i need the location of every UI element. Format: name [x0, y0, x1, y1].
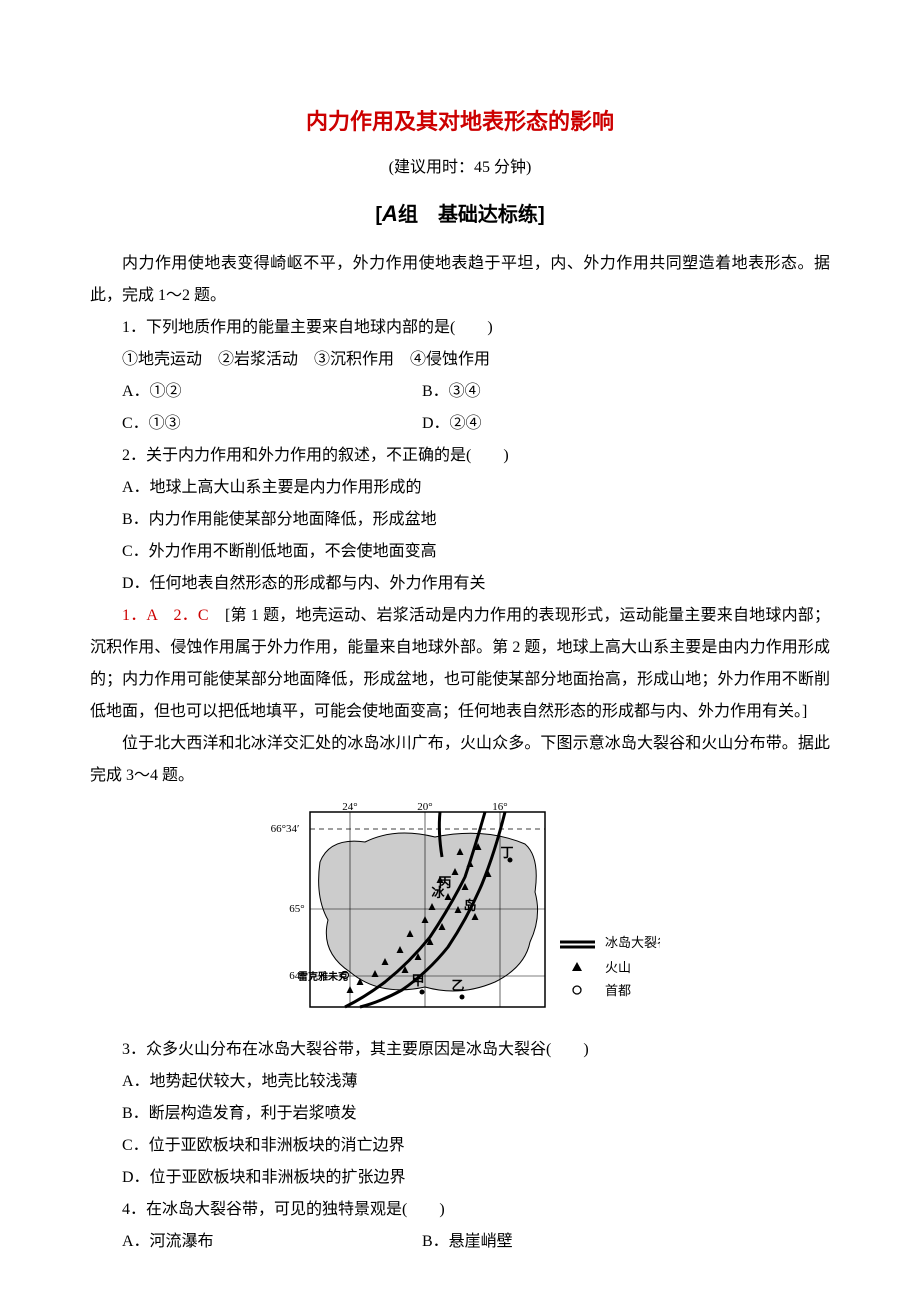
- option-2d: D．任何地表自然形态的形成都与内、外力作用有关: [90, 568, 830, 600]
- option-3a: A．地势起伏较大，地壳比较浅薄: [90, 1066, 830, 1098]
- option-4b: B．悬崖峭壁: [422, 1226, 830, 1258]
- option-2c: C．外力作用不断削低地面，不会使地面变高: [90, 536, 830, 568]
- section-letter: A: [382, 201, 398, 226]
- section-header: [A组 基础达标练]: [90, 192, 830, 236]
- svg-text:16°: 16°: [492, 802, 507, 813]
- svg-text:丁: 丁: [500, 845, 513, 860]
- option-2b: B．内力作用能使某部分地面降低，形成盆地: [90, 504, 830, 536]
- option-3c: C．位于亚欧板块和非洲板块的消亡边界: [90, 1130, 830, 1162]
- option-4a: A．河流瀑布: [122, 1226, 422, 1258]
- option-1c: C．①③: [122, 408, 422, 440]
- question-2-stem: 2．关于内力作用和外力作用的叙述，不正确的是( ): [90, 440, 830, 472]
- option-3b: B．断层构造发育，利于岩浆喷发: [90, 1098, 830, 1130]
- svg-text:乙: 乙: [451, 978, 464, 993]
- question-1-options-row2: C．①③ D．②④: [90, 408, 830, 440]
- svg-text:甲: 甲: [411, 973, 424, 988]
- option-1b: B．③④: [422, 376, 830, 408]
- svg-text:雷克雅未克: 雷克雅未克: [298, 970, 348, 983]
- time-suggestion: (建议用时：45 分钟): [90, 152, 830, 184]
- svg-text:65°: 65°: [289, 903, 304, 915]
- bracket-close: ]: [538, 204, 545, 226]
- iceland-map-figure: 24°20°16°66°34′65°64°冰岛丙丁甲乙雷克雅未克冰岛大裂谷火山首…: [90, 802, 830, 1024]
- intro-paragraph-2: 位于北大西洋和北冰洋交汇处的冰岛冰川广布，火山众多。下图示意冰岛大裂谷和火山分布…: [90, 728, 830, 792]
- question-4-stem: 4．在冰岛大裂谷带，可见的独特景观是( ): [90, 1194, 830, 1226]
- answer-1-2: 1．A 2．C [第 1 题，地壳运动、岩浆活动是内力作用的表现形式，运动能量主…: [90, 600, 830, 728]
- question-1-stem: 1．下列地质作用的能量主要来自地球内部的是( ): [90, 312, 830, 344]
- svg-text:丙: 丙: [438, 875, 451, 890]
- svg-text:20°: 20°: [417, 802, 432, 813]
- option-2a: A．地球上高大山系主要是内力作用形成的: [90, 472, 830, 504]
- question-1-list: ①地壳运动 ②岩浆活动 ③沉积作用 ④侵蚀作用: [90, 344, 830, 376]
- question-1-options-row1: A．①② B．③④: [90, 376, 830, 408]
- svg-text:24°: 24°: [342, 802, 357, 813]
- question-4-options-row1: A．河流瀑布 B．悬崖峭壁: [90, 1226, 830, 1258]
- svg-text:66°34′: 66°34′: [271, 823, 300, 835]
- section-name: 基础达标练: [438, 204, 538, 226]
- option-3d: D．位于亚欧板块和非洲板块的扩张边界: [90, 1162, 830, 1194]
- svg-text:火山: 火山: [605, 960, 631, 975]
- section-space: [418, 204, 438, 226]
- section-group: 组: [398, 204, 418, 226]
- iceland-map-svg: 24°20°16°66°34′65°64°冰岛丙丁甲乙雷克雅未克冰岛大裂谷火山首…: [260, 802, 660, 1012]
- svg-text:首都: 首都: [605, 983, 631, 998]
- intro-paragraph-1: 内力作用使地表变得崎岖不平，外力作用使地表趋于平坦，内、外力作用共同塑造着地表形…: [90, 248, 830, 312]
- answer-1-2-key: 1．A 2．C: [122, 607, 209, 624]
- svg-text:岛: 岛: [463, 898, 476, 913]
- page-title: 内力作用及其对地表形态的影响: [90, 100, 830, 144]
- svg-text:冰岛大裂谷: 冰岛大裂谷: [605, 935, 660, 950]
- option-1d: D．②④: [422, 408, 830, 440]
- question-3-stem: 3．众多火山分布在冰岛大裂谷带，其主要原因是冰岛大裂谷( ): [90, 1034, 830, 1066]
- option-1a: A．①②: [122, 376, 422, 408]
